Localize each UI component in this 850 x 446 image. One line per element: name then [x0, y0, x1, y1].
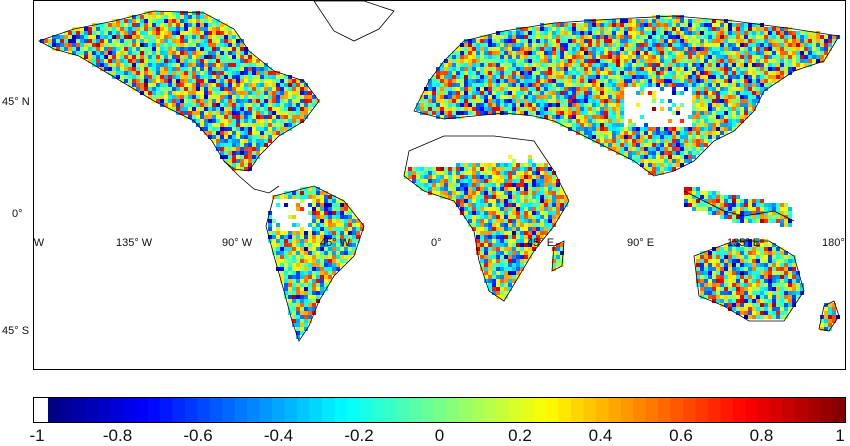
colorbar-swatch	[434, 398, 447, 422]
colorbar-swatch	[247, 398, 260, 422]
lon-label-0: 0°	[431, 237, 442, 249]
colorbar-swatch	[260, 398, 273, 422]
colorbar-swatch	[795, 398, 808, 422]
colorbar-swatch	[235, 398, 248, 422]
lon-label-135e: 135° E	[727, 237, 760, 249]
colorbar-swatch	[621, 398, 634, 422]
colorbar-swatch	[148, 398, 161, 422]
lon-label-180: 180°	[822, 237, 845, 249]
colorbar-tick-label: -0.4	[264, 426, 293, 446]
colorbar-swatch	[422, 398, 435, 422]
colorbar-swatch	[60, 398, 73, 422]
colorbar-nodata-swatch	[34, 398, 48, 422]
colorbar-tick-label: -0.6	[183, 426, 212, 446]
colorbar-swatch	[272, 398, 285, 422]
colorbar-swatch	[322, 398, 335, 422]
colorbar-swatch	[397, 398, 410, 422]
colorbar-tick-label: 0.2	[508, 426, 532, 446]
colorbar-swatch	[745, 398, 758, 422]
lon-label-90e: 90° E	[627, 237, 654, 249]
colorbar-swatch	[658, 398, 671, 422]
colorbar-swatch	[708, 398, 721, 422]
colorbar-swatch	[521, 398, 534, 422]
colorbar-swatch	[484, 398, 497, 422]
colorbar-swatch	[471, 398, 484, 422]
colorbar-swatch	[783, 398, 796, 422]
lon-label-135w: 135° W	[116, 237, 152, 249]
colorbar-swatch	[596, 398, 609, 422]
colorbar-tick-label: -0.8	[103, 426, 132, 446]
lon-label-90w: 90° W	[222, 237, 252, 249]
lat-label-45n: 45° N	[2, 96, 30, 108]
colorbar-swatch	[559, 398, 572, 422]
colorbar-swatch	[447, 398, 460, 422]
colorbar-swatch	[110, 398, 123, 422]
colorbar-swatch	[48, 398, 61, 422]
colorbar-tick-label: 0	[435, 426, 444, 446]
colorbar-swatch	[571, 398, 584, 422]
land-pixels	[40, 11, 840, 339]
colorbar-swatch	[160, 398, 173, 422]
colorbar-swatch	[583, 398, 596, 422]
lat-label-45s: 45° S	[2, 325, 29, 337]
lon-label-45w: 45° W	[320, 237, 350, 249]
colorbar-swatch	[372, 398, 385, 422]
colorbar-tick-label: -0.2	[344, 426, 373, 446]
colorbar-swatch	[334, 398, 347, 422]
colorbar-swatch	[646, 398, 659, 422]
colorbar-swatch	[73, 398, 86, 422]
colorbar-swatch	[98, 398, 111, 422]
colorbar-swatch	[770, 398, 783, 422]
colorbar-swatch	[359, 398, 372, 422]
colorbar-swatch	[409, 398, 422, 422]
lon-label-180w: 180° W	[33, 237, 44, 249]
colorbar-swatch	[696, 398, 709, 422]
coast-greenland	[314, 1, 394, 41]
colorbar-swatch	[384, 398, 397, 422]
colorbar-tick-label: 1	[835, 426, 844, 446]
colorbar-swatch	[85, 398, 98, 422]
colorbar-swatch	[758, 398, 771, 422]
colorbar-swatch	[833, 398, 845, 422]
colorbar-tick-label: 0.6	[669, 426, 693, 446]
colorbar-swatch	[820, 398, 833, 422]
colorbar-swatch	[720, 398, 733, 422]
colorbar	[33, 397, 846, 423]
correlation-map: 180° W 135° W 90° W 45° W 0° 45° E 90° E…	[33, 0, 846, 370]
colorbar-tick-label: 0.4	[589, 426, 613, 446]
colorbar-swatch	[808, 398, 821, 422]
colorbar-swatch	[459, 398, 472, 422]
colorbar-swatch	[347, 398, 360, 422]
colorbar-swatch	[197, 398, 210, 422]
lat-label-0: 0°	[12, 208, 23, 220]
colorbar-swatch	[534, 398, 547, 422]
colorbar-swatch	[496, 398, 509, 422]
colorbar-swatch	[210, 398, 223, 422]
map-canvas	[34, 1, 845, 369]
colorbar-swatch	[185, 398, 198, 422]
colorbar-swatch	[123, 398, 136, 422]
colorbar-swatch	[633, 398, 646, 422]
colorbar-swatch	[285, 398, 298, 422]
colorbar-tick-label: -1	[29, 426, 44, 446]
colorbar-swatch	[683, 398, 696, 422]
colorbar-swatch	[135, 398, 148, 422]
colorbar-swatch	[733, 398, 746, 422]
colorbar-gradient	[34, 398, 845, 422]
colorbar-tick-label: 0.8	[750, 426, 774, 446]
colorbar-swatch	[173, 398, 186, 422]
colorbar-swatch	[297, 398, 310, 422]
colorbar-swatch	[509, 398, 522, 422]
colorbar-swatch	[546, 398, 559, 422]
colorbar-swatch	[671, 398, 684, 422]
colorbar-swatch	[608, 398, 621, 422]
lon-label-45e: 45° E	[527, 237, 554, 249]
colorbar-swatch	[310, 398, 323, 422]
colorbar-swatch	[222, 398, 235, 422]
